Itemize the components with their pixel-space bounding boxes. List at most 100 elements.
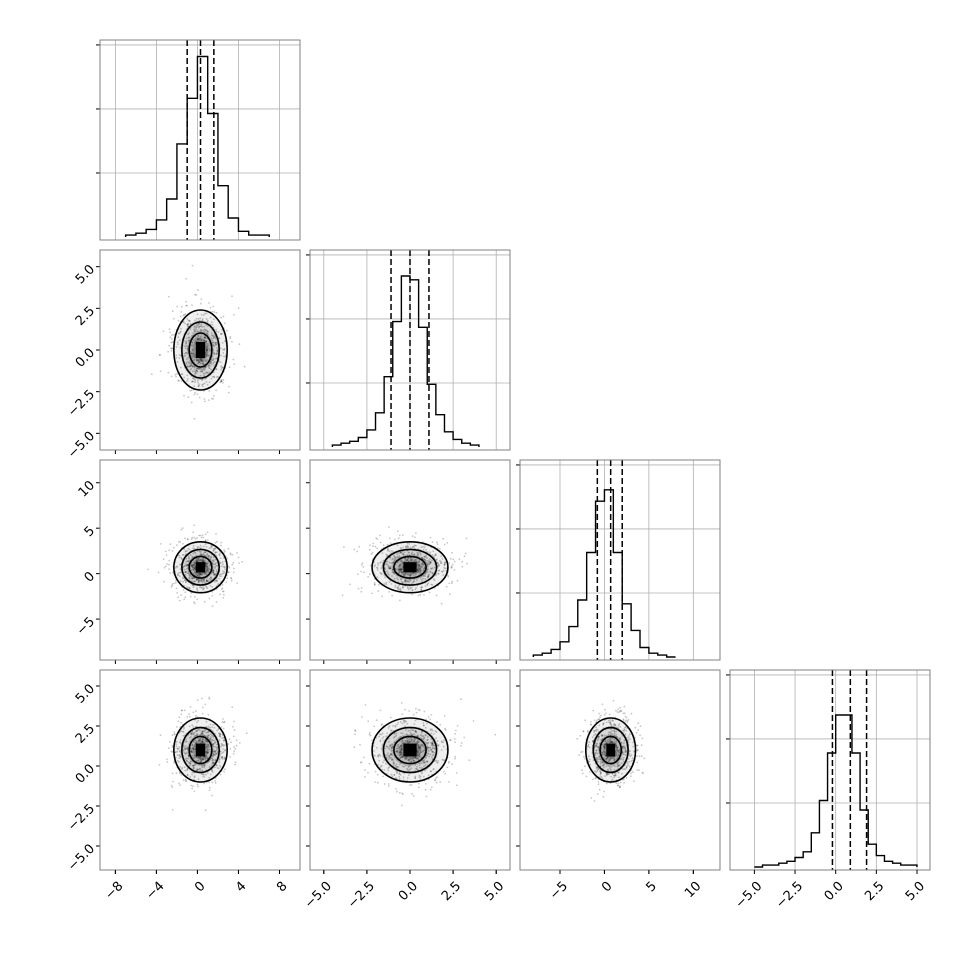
scatter-point bbox=[391, 594, 394, 597]
scatter-point bbox=[417, 786, 420, 789]
scatter-point bbox=[200, 697, 203, 700]
scatter-point bbox=[185, 580, 187, 583]
scatter-point bbox=[197, 362, 199, 365]
scatter-point bbox=[219, 561, 222, 564]
scatter-point bbox=[461, 560, 464, 563]
scatter-point bbox=[177, 596, 180, 599]
scatter-point bbox=[448, 562, 451, 564]
histogram-step bbox=[754, 714, 918, 868]
scatter-point bbox=[236, 552, 238, 554]
scatter-point bbox=[205, 573, 208, 575]
scatter-point bbox=[364, 776, 366, 778]
scatter-point bbox=[182, 576, 184, 579]
scatter-point bbox=[374, 781, 377, 783]
scatter-point bbox=[444, 772, 447, 775]
x-tick-label: 5.0 bbox=[903, 879, 928, 904]
scatter-point bbox=[411, 593, 413, 596]
scatter-point bbox=[212, 359, 215, 361]
scatter-point bbox=[584, 765, 586, 768]
scatter-point bbox=[219, 361, 222, 364]
scatter-point bbox=[186, 365, 189, 368]
scatter-point bbox=[178, 716, 181, 719]
y-tick-label: −2.5 bbox=[65, 801, 98, 834]
scatter-point bbox=[205, 355, 208, 357]
scatter-point bbox=[202, 363, 205, 366]
scatter-point bbox=[213, 345, 216, 348]
scatter-point bbox=[202, 587, 205, 589]
scatter-point bbox=[214, 782, 217, 784]
scatter-point bbox=[195, 328, 198, 331]
scatter-point bbox=[203, 374, 206, 377]
scatter-point bbox=[456, 724, 459, 727]
scatter-point bbox=[201, 582, 204, 584]
scatter-point bbox=[381, 595, 383, 598]
scatter-point bbox=[581, 769, 583, 772]
scatter-point bbox=[197, 558, 200, 560]
scatter-point bbox=[202, 360, 205, 363]
scatter-point bbox=[198, 368, 200, 370]
scatter-point bbox=[201, 580, 204, 582]
scatter-point bbox=[639, 725, 642, 728]
scatter-point bbox=[170, 350, 173, 352]
scatter-point bbox=[410, 552, 413, 555]
scatter-point bbox=[194, 319, 196, 322]
scatter-point bbox=[209, 360, 212, 363]
scatter-point bbox=[386, 543, 389, 546]
scatter-point bbox=[229, 756, 232, 758]
scatter-point bbox=[194, 566, 197, 568]
scatter-point bbox=[205, 567, 208, 570]
scatter-point bbox=[212, 570, 215, 572]
scatter-point bbox=[206, 349, 208, 351]
scatter-point bbox=[191, 555, 194, 558]
scatter-point bbox=[408, 710, 411, 712]
scatter-point bbox=[196, 337, 199, 339]
scatter-point bbox=[199, 572, 201, 575]
scatter-point bbox=[210, 377, 213, 380]
scatter-point bbox=[193, 327, 196, 329]
scatter-point bbox=[405, 545, 407, 548]
scatter-point bbox=[196, 338, 198, 341]
scatter-point bbox=[171, 744, 174, 747]
scatter-point bbox=[188, 577, 191, 580]
scatter-point bbox=[222, 557, 225, 559]
scatter-point bbox=[204, 559, 207, 562]
scatter-point bbox=[194, 372, 197, 375]
contour-line bbox=[181, 321, 220, 379]
scatter-point bbox=[419, 552, 422, 554]
scatter-point bbox=[199, 573, 202, 576]
scatter-point bbox=[200, 298, 203, 300]
scatter-point bbox=[374, 545, 377, 548]
scatter-point bbox=[589, 771, 591, 773]
x-tick-label: −8 bbox=[102, 879, 126, 903]
y-tick-label: 0.0 bbox=[73, 761, 98, 786]
scatter-point bbox=[640, 744, 643, 747]
x-tick-label: −2.5 bbox=[773, 879, 806, 912]
scatter-point bbox=[174, 566, 177, 569]
density-peak bbox=[195, 743, 206, 757]
scatter-point bbox=[191, 304, 193, 307]
scatter-point bbox=[205, 312, 208, 315]
scatter-point bbox=[184, 570, 187, 573]
scatter-point bbox=[187, 572, 190, 574]
scatter-point bbox=[393, 554, 395, 557]
scatter-point bbox=[454, 741, 456, 744]
scatter-point bbox=[183, 709, 186, 712]
scatter-point bbox=[376, 547, 379, 550]
scatter-point bbox=[193, 393, 196, 396]
scatter-point bbox=[171, 786, 174, 788]
scatter-point bbox=[187, 547, 190, 550]
scatter-point bbox=[448, 582, 451, 585]
scatter-point bbox=[167, 371, 170, 374]
scatter-point bbox=[206, 320, 209, 323]
scatter-point bbox=[192, 359, 195, 362]
scatter-point bbox=[619, 785, 622, 788]
scatter-point bbox=[190, 577, 193, 580]
scatter-point bbox=[157, 571, 160, 574]
scatter-point bbox=[206, 579, 208, 582]
scatter-point bbox=[171, 809, 174, 811]
scatter-point bbox=[214, 579, 217, 582]
scatter-point bbox=[188, 713, 191, 715]
scatter-point bbox=[193, 571, 196, 574]
scatter-point bbox=[625, 717, 628, 719]
scatter-point bbox=[212, 398, 215, 400]
